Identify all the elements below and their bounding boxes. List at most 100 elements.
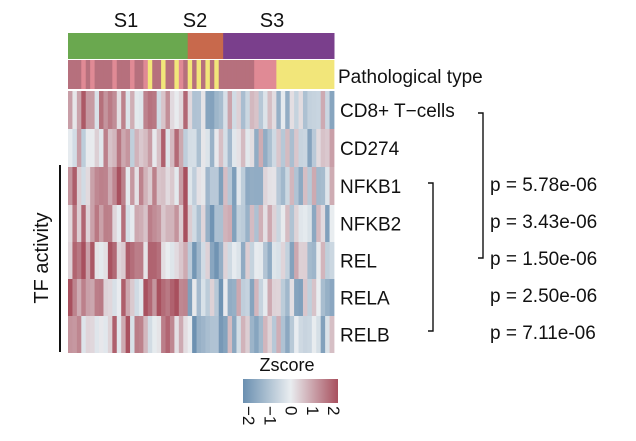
- heatmap-cell: [307, 167, 313, 205]
- heatmap-cell: [187, 167, 193, 205]
- heatmap-cell: [289, 167, 295, 205]
- heatmap-cell: [165, 205, 171, 242]
- heatmap-cell: [112, 242, 118, 279]
- heatmap-cell: [169, 242, 175, 279]
- heatmap-cell: [285, 167, 291, 205]
- heatmap-cell: [276, 242, 282, 279]
- heatmap-cell: [112, 279, 118, 316]
- pathological-cell: [316, 60, 322, 89]
- heatmap-cell: [165, 316, 171, 353]
- pathological-cell: [280, 60, 286, 89]
- heatmap-cell: [138, 279, 144, 316]
- heatmap-cell: [116, 316, 122, 353]
- heatmap-cell: [72, 316, 78, 353]
- p-value-list: p = 5.78e-06 p = 3.43e-06 p = 1.50e-06 p = …: [490, 175, 597, 344]
- heatmap-cell: [294, 205, 299, 242]
- heatmap-cell: [72, 205, 78, 242]
- row-label: CD8+ T−cells: [340, 101, 455, 122]
- heatmap-cell: [196, 129, 202, 167]
- heatmap-cell: [316, 279, 322, 316]
- heatmap-cell: [227, 167, 233, 205]
- heatmap-cell: [156, 279, 162, 316]
- heatmap-cell: [311, 242, 317, 279]
- heatmap-cell: [72, 242, 78, 279]
- heatmap-cell: [285, 279, 291, 316]
- heatmap-cell: [125, 91, 131, 129]
- heatmap-cell: [205, 91, 211, 129]
- heatmap-cell: [134, 316, 140, 353]
- pathological-cell: [294, 60, 299, 89]
- pathological-cell: [249, 60, 255, 89]
- heatmap-cell: [183, 167, 189, 205]
- heatmap-cell: [81, 167, 87, 205]
- heatmap-cell: [307, 91, 313, 129]
- heatmap-cell: [112, 129, 118, 167]
- heatmap-cell: [147, 242, 153, 279]
- heatmap-cell: [178, 316, 184, 353]
- heatmap-cell: [267, 91, 273, 129]
- heatmap-cell: [147, 91, 153, 129]
- pathological-cell: [271, 60, 277, 89]
- heatmap-cell: [311, 129, 317, 167]
- pathological-cell: [223, 60, 228, 89]
- heatmap-cell: [152, 91, 158, 129]
- heatmap-cell: [196, 279, 202, 316]
- pathological-cell: [201, 60, 206, 89]
- heatmap-cell: [138, 129, 144, 167]
- heatmap-cell: [298, 129, 304, 167]
- heatmap-cell: [76, 91, 82, 129]
- heatmap-cell: [258, 167, 264, 205]
- heatmap-cell: [116, 129, 122, 167]
- heatmap-cell: [245, 242, 251, 279]
- heatmap-cell: [258, 316, 264, 353]
- heatmap-cell: [121, 167, 127, 205]
- pathological-cell: [254, 60, 260, 89]
- heatmap-cell: [263, 129, 268, 167]
- subtype-block-s2: [187, 33, 224, 59]
- heatmap-cell: [196, 205, 202, 242]
- heatmap-cell: [294, 91, 299, 129]
- heatmap-cell: [329, 242, 335, 279]
- heatmap-cell: [232, 129, 237, 167]
- heatmap-cell: [329, 129, 335, 167]
- heatmap-cell: [143, 279, 149, 316]
- heatmap-cell: [103, 205, 109, 242]
- heatmap-cell: [138, 316, 144, 353]
- heatmap-cell: [121, 316, 127, 353]
- pathological-cell: [245, 60, 251, 89]
- heatmap-cell: [143, 316, 149, 353]
- heatmap-cell: [218, 129, 224, 167]
- pathological-cell: [116, 60, 122, 89]
- heatmap-cell: [223, 129, 228, 167]
- pathological-cell: [152, 60, 158, 89]
- heatmap-cell: [285, 129, 291, 167]
- heatmap-cell: [143, 242, 149, 279]
- heatmap-cell: [245, 129, 251, 167]
- heatmap-cell: [280, 279, 286, 316]
- heatmap-cell: [214, 316, 220, 353]
- heatmap-cell: [161, 129, 166, 167]
- pathological-cell: [302, 60, 308, 89]
- heatmap-cell: [85, 205, 91, 242]
- heatmap-cell: [205, 129, 211, 167]
- heatmap-cell: [161, 242, 166, 279]
- heatmap-cell: [116, 167, 122, 205]
- heatmap-cell: [205, 242, 211, 279]
- heatmap-cell: [209, 316, 215, 353]
- heatmap-cell: [187, 129, 193, 167]
- heatmap-cell: [121, 242, 127, 279]
- heatmap-cell: [107, 316, 113, 353]
- heatmap-cell: [201, 91, 206, 129]
- heatmap-cell: [218, 205, 224, 242]
- heatmap-cell: [201, 167, 206, 205]
- heatmap-cell: [134, 242, 140, 279]
- pathological-cell: [161, 60, 166, 89]
- row-labels: CD8+ T−cells CD274 NFKB1 NFKB2 REL RELA RELB: [340, 101, 455, 347]
- row-label: RELB: [340, 326, 390, 347]
- row-label: CD274: [340, 139, 400, 160]
- heatmap-cell: [263, 205, 268, 242]
- heatmap-cell: [320, 279, 326, 316]
- pathological-cell: [209, 60, 215, 89]
- heatmap-cell: [271, 242, 277, 279]
- heatmap-cell: [125, 279, 131, 316]
